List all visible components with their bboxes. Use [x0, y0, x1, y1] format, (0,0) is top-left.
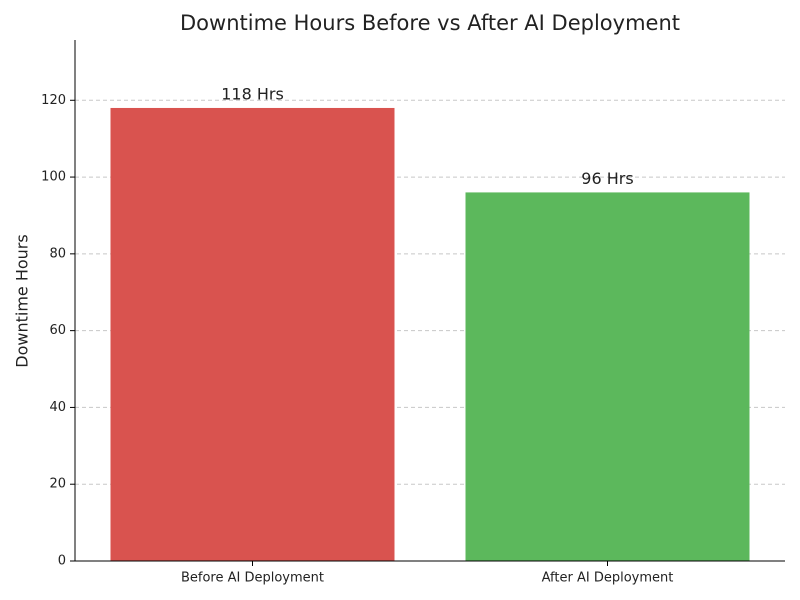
y-axis-label: Downtime Hours — [13, 234, 32, 367]
y-tick-label: 0 — [58, 554, 66, 569]
bar — [110, 107, 395, 562]
y-tick-label: 20 — [49, 477, 66, 492]
value-label: 118 Hrs — [221, 84, 284, 103]
x-tick-label: After AI Deployment — [542, 571, 674, 586]
y-tick-label: 80 — [49, 246, 66, 261]
y-tick-label: 100 — [41, 170, 66, 185]
bar — [465, 192, 750, 562]
y-tick-label: 120 — [41, 93, 66, 108]
chart-title: Downtime Hours Before vs After AI Deploy… — [180, 11, 680, 35]
x-tick-label: Before AI Deployment — [181, 571, 324, 586]
y-tick-label: 60 — [49, 323, 66, 338]
y-tick-label: 40 — [49, 400, 66, 415]
value-label: 96 Hrs — [581, 169, 633, 188]
